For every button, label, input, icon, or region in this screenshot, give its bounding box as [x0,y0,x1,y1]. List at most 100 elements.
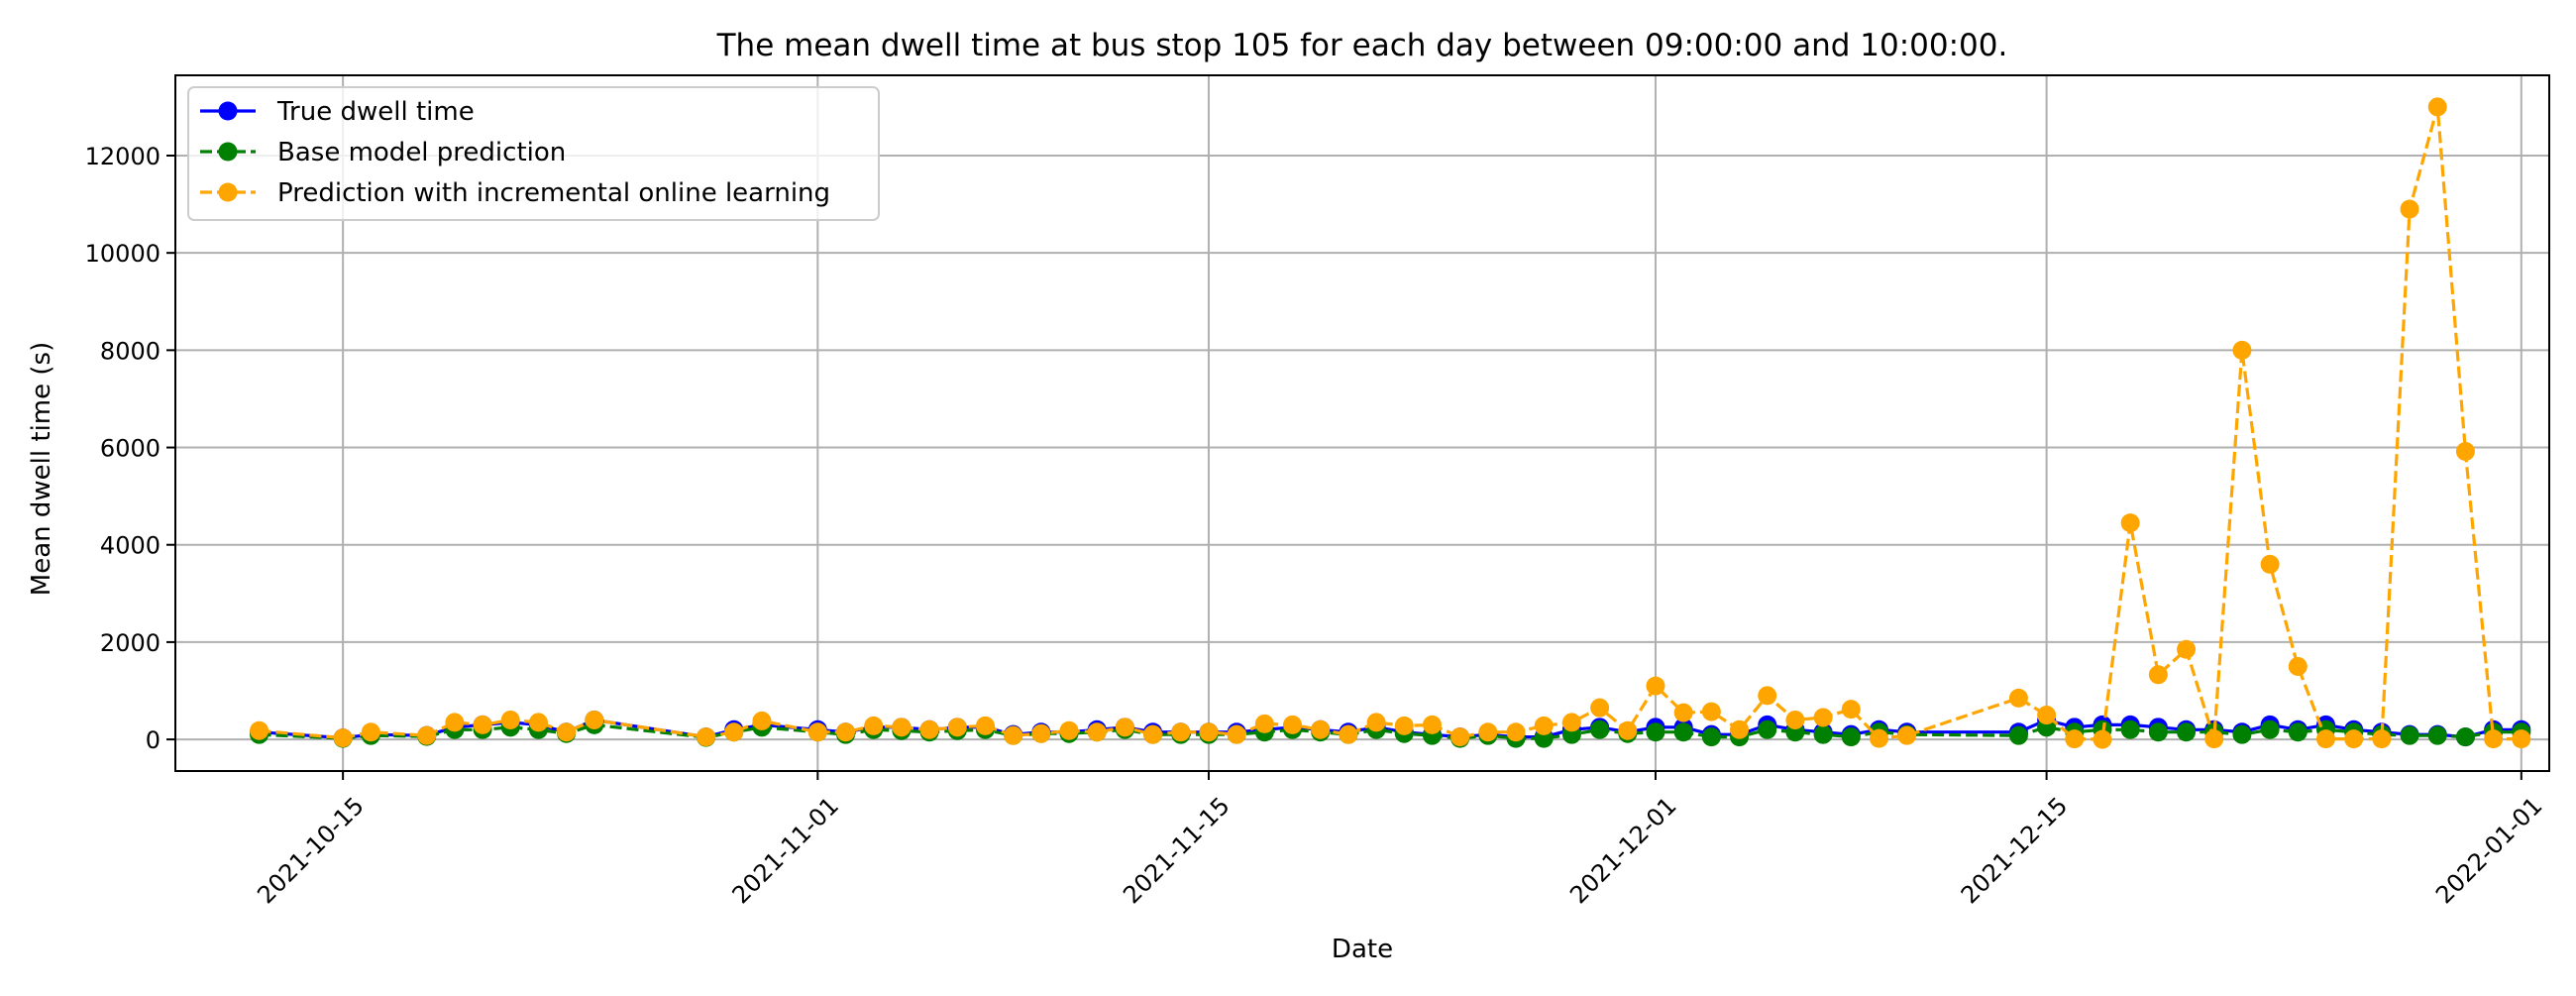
data-point [1227,724,1246,744]
x-tick-label: 2022-01-01 [2430,792,2547,909]
data-point [864,716,884,735]
data-point [1115,718,1134,737]
data-point [1031,723,1051,743]
y-tick-label: 4000 [100,532,161,560]
data-point [2288,656,2308,676]
data-point [1701,727,1721,747]
data-point [2260,719,2280,739]
data-point [585,710,604,729]
data-point [919,719,939,739]
data-point [2177,722,2197,742]
data-point [1087,722,1107,742]
data-point [1618,720,1638,740]
x-tick-label: 2021-11-01 [727,792,844,909]
data-point [836,722,856,742]
data-point [528,713,548,732]
data-point [1450,727,1470,747]
data-point [975,716,995,735]
data-point [2008,725,2028,745]
legend-box [187,86,880,221]
legend: True dwell time Base model prediction Pred… [187,86,880,221]
data-point [1673,703,1693,722]
x-tick-label: 2021-12-01 [1564,792,1681,909]
data-point [1339,724,1358,744]
data-point [1283,715,1303,734]
data-point [1730,719,1750,739]
data-point [1254,714,1274,733]
data-point [1758,686,1777,706]
axis-ticks: 2021-10-15 2021-11-01 2021-11-15 2021-12-01… [85,143,2548,909]
legend-label: Base model prediction [277,138,566,167]
data-point [1813,708,1833,727]
data-point [1646,676,1665,696]
legend-swatch-marker [218,101,238,121]
data-point [892,718,912,737]
data-point [1590,719,1610,739]
data-point [361,722,380,742]
y-tick-label: 2000 [100,629,161,657]
legend-label: Prediction with incremental online learn… [277,178,830,208]
data-point [1841,700,1861,719]
data-point [2037,706,2057,725]
data-point [500,710,520,729]
data-point [2512,729,2531,749]
data-point [2204,729,2224,749]
data-point [417,725,437,745]
data-point [2484,729,2504,749]
y-tick-label: 8000 [100,337,161,365]
data-point [1590,698,1610,718]
data-point [752,711,772,730]
data-point [1785,710,1805,729]
data-point [2288,722,2308,742]
y-tick-label: 6000 [100,435,161,463]
x-tick-label: 2021-10-15 [252,792,369,909]
data-point [1478,722,1498,742]
data-point [1394,716,1414,735]
legend-label: True dwell time [276,97,475,127]
data-point [2148,722,2168,742]
data-point [2372,729,2392,749]
data-point [1673,722,1693,742]
data-point [724,722,744,742]
data-point [1813,724,1833,744]
data-point [807,722,827,742]
data-point [2427,725,2447,745]
data-point [2008,688,2028,708]
legend-swatch-marker [218,142,238,162]
y-tick-label: 10000 [85,240,161,268]
data-point [2344,729,2364,749]
series-2 [250,97,2531,749]
data-point [2260,554,2280,574]
data-point [1311,719,1331,739]
data-point [2400,199,2419,219]
data-point [1869,728,1888,748]
data-point [557,722,577,742]
data-point [1506,722,1526,742]
x-axis-label: Date [1332,935,1393,964]
data-point [2232,724,2252,744]
data-point [2455,727,2475,747]
data-point [473,715,492,734]
data-point [2315,729,2335,749]
data-point [445,713,465,732]
data-point [2120,719,2140,739]
data-point [250,720,269,740]
y-tick-label: 12000 [85,143,161,170]
y-tick-label: 0 [146,726,161,754]
data-point [1534,716,1554,735]
data-point [1199,722,1219,742]
data-point [2455,441,2475,461]
data-point [1897,725,1917,745]
data-point [1422,715,1442,734]
data-point [1143,724,1163,744]
x-tick-label: 2021-11-15 [1118,792,1234,909]
data-point [1701,702,1721,721]
data-point [1758,719,1777,739]
chart-title: The mean dwell time at bus stop 105 for … [716,28,2008,63]
plot-area-frame [174,74,2550,772]
data-point [2065,729,2085,749]
data-point [2400,725,2419,745]
data-point [1561,713,1581,732]
data-point [2093,729,2112,749]
